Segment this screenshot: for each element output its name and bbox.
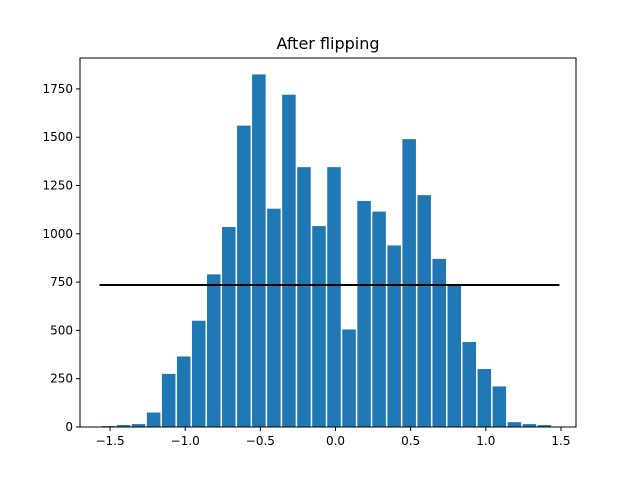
histogram-bar bbox=[447, 285, 462, 427]
y-tick-label: 1000 bbox=[42, 227, 73, 241]
histogram-bar bbox=[282, 94, 296, 428]
chart-title: After flipping bbox=[276, 34, 379, 53]
y-tick-label: 1750 bbox=[42, 82, 73, 96]
y-tick-label: 500 bbox=[50, 323, 73, 337]
histogram-bar bbox=[342, 329, 356, 427]
histogram-bar bbox=[297, 167, 311, 427]
y-tick-label: 250 bbox=[50, 372, 73, 386]
histogram-bar bbox=[161, 373, 176, 427]
plot-frame bbox=[79, 57, 577, 428]
x-tick-label: −0.5 bbox=[246, 434, 275, 448]
y-tick-label: 750 bbox=[50, 275, 73, 289]
histogram-bar bbox=[327, 167, 341, 427]
histogram-bar bbox=[492, 386, 507, 427]
histogram-bar bbox=[417, 195, 431, 427]
histogram-bar bbox=[267, 208, 281, 427]
histogram-bar bbox=[507, 422, 522, 427]
histogram-bar bbox=[222, 227, 236, 427]
histogram-bar bbox=[131, 424, 146, 427]
histogram-bar bbox=[537, 425, 552, 427]
histogram-bar bbox=[432, 258, 446, 427]
x-tick-label: 0.0 bbox=[326, 434, 345, 448]
y-tick-label: 1500 bbox=[42, 130, 73, 144]
histogram-bar bbox=[237, 125, 251, 428]
histogram-bar bbox=[522, 424, 537, 427]
y-axis: 0 250 500 750 1000 1250 1500 1750 bbox=[42, 82, 80, 434]
histogram-bar bbox=[312, 226, 326, 427]
histogram-bar bbox=[402, 139, 416, 427]
x-tick-label: 1.0 bbox=[476, 434, 495, 448]
histogram-bar bbox=[462, 341, 477, 427]
x-tick-label: −1.0 bbox=[171, 434, 200, 448]
x-axis: −1.5 −1.0 −0.5 0.0 0.5 1.0 1.5 bbox=[95, 427, 571, 448]
bars-group bbox=[101, 74, 552, 428]
histogram-bar bbox=[252, 74, 266, 428]
y-tick-label: 1250 bbox=[42, 179, 73, 193]
y-tick-label: 0 bbox=[65, 420, 73, 434]
histogram-bar bbox=[357, 200, 371, 427]
x-tick-label: −1.5 bbox=[95, 434, 124, 448]
histogram-bar bbox=[207, 274, 221, 427]
x-tick-label: 1.5 bbox=[551, 434, 570, 448]
histogram-bar bbox=[176, 356, 191, 427]
histogram-bar bbox=[146, 412, 161, 427]
x-tick-label: 0.5 bbox=[401, 434, 420, 448]
histogram-bar bbox=[116, 425, 131, 427]
histogram-bar bbox=[477, 369, 492, 427]
histogram-bar bbox=[191, 320, 206, 427]
histogram-bar bbox=[372, 211, 386, 427]
histogram-bar bbox=[387, 245, 401, 427]
